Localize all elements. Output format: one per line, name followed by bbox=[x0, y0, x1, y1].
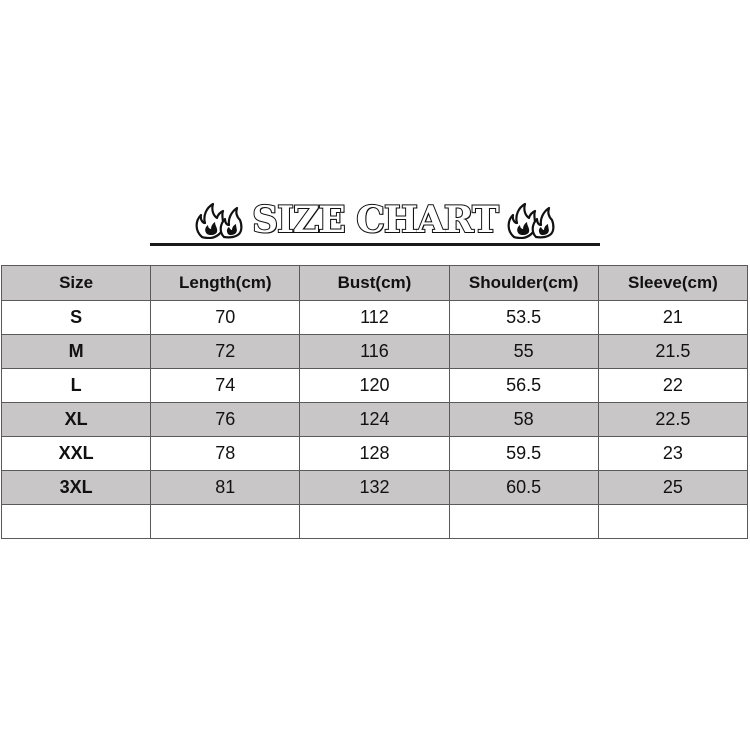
table-header-row: Size Length(cm) Bust(cm) Shoulder(cm) Sl… bbox=[0, 265, 749, 301]
shoulder-cell: 53.5 bbox=[448, 300, 599, 335]
size-table: Size Length(cm) Bust(cm) Shoulder(cm) Sl… bbox=[0, 265, 749, 539]
bust-cell: 120 bbox=[299, 368, 450, 403]
bust-cell: 112 bbox=[299, 300, 450, 335]
size-cell: XL bbox=[0, 402, 152, 437]
column-header-sleeve: Sleeve(cm) bbox=[597, 265, 749, 301]
size-cell: XXL bbox=[0, 436, 152, 471]
empty-cell bbox=[0, 504, 152, 539]
shoulder-cell: 60.5 bbox=[448, 470, 599, 505]
empty-cell bbox=[448, 504, 599, 539]
sleeve-cell: 22 bbox=[597, 368, 749, 403]
empty-table-row bbox=[0, 504, 749, 539]
length-cell: 81 bbox=[150, 470, 301, 505]
shoulder-cell: 58 bbox=[448, 402, 599, 437]
size-cell: M bbox=[0, 334, 152, 369]
length-cell: 72 bbox=[150, 334, 301, 369]
shoulder-cell: 59.5 bbox=[448, 436, 599, 471]
bust-cell: 124 bbox=[299, 402, 450, 437]
page-title: SIZE CHART bbox=[251, 198, 500, 242]
size-cell: 3XL bbox=[0, 470, 152, 505]
column-header-size: Size bbox=[0, 265, 152, 301]
length-cell: 74 bbox=[150, 368, 301, 403]
table-row: M 72 116 55 21.5 bbox=[0, 334, 749, 369]
sleeve-cell: 25 bbox=[597, 470, 749, 505]
length-cell: 76 bbox=[150, 402, 301, 437]
column-header-bust: Bust(cm) bbox=[299, 265, 450, 301]
table-row: L 74 120 56.5 22 bbox=[0, 368, 749, 403]
sleeve-cell: 23 bbox=[597, 436, 749, 471]
sleeve-cell: 21.5 bbox=[597, 334, 749, 369]
table-row: 3XL 81 132 60.5 25 bbox=[0, 470, 749, 505]
sleeve-cell: 21 bbox=[597, 300, 749, 335]
bust-cell: 132 bbox=[299, 470, 450, 505]
size-cell: L bbox=[0, 368, 152, 403]
flame-icon bbox=[507, 202, 555, 239]
length-cell: 78 bbox=[150, 436, 301, 471]
title-underline bbox=[150, 243, 600, 246]
table-row: XL 76 124 58 22.5 bbox=[0, 402, 749, 437]
length-cell: 70 bbox=[150, 300, 301, 335]
column-header-shoulder: Shoulder(cm) bbox=[448, 265, 599, 301]
flame-icon bbox=[195, 202, 243, 239]
table-row: S 70 112 53.5 21 bbox=[0, 300, 749, 335]
title-row: SIZE CHART bbox=[150, 198, 600, 242]
empty-cell bbox=[299, 504, 450, 539]
empty-cell bbox=[597, 504, 749, 539]
shoulder-cell: 56.5 bbox=[448, 368, 599, 403]
bust-cell: 116 bbox=[299, 334, 450, 369]
empty-cell bbox=[150, 504, 301, 539]
column-header-length: Length(cm) bbox=[150, 265, 301, 301]
title-block: SIZE CHART bbox=[0, 196, 750, 248]
sleeve-cell: 22.5 bbox=[597, 402, 749, 437]
size-cell: S bbox=[0, 300, 152, 335]
table-row: XXL 78 128 59.5 23 bbox=[0, 436, 749, 471]
shoulder-cell: 55 bbox=[448, 334, 599, 369]
bust-cell: 128 bbox=[299, 436, 450, 471]
